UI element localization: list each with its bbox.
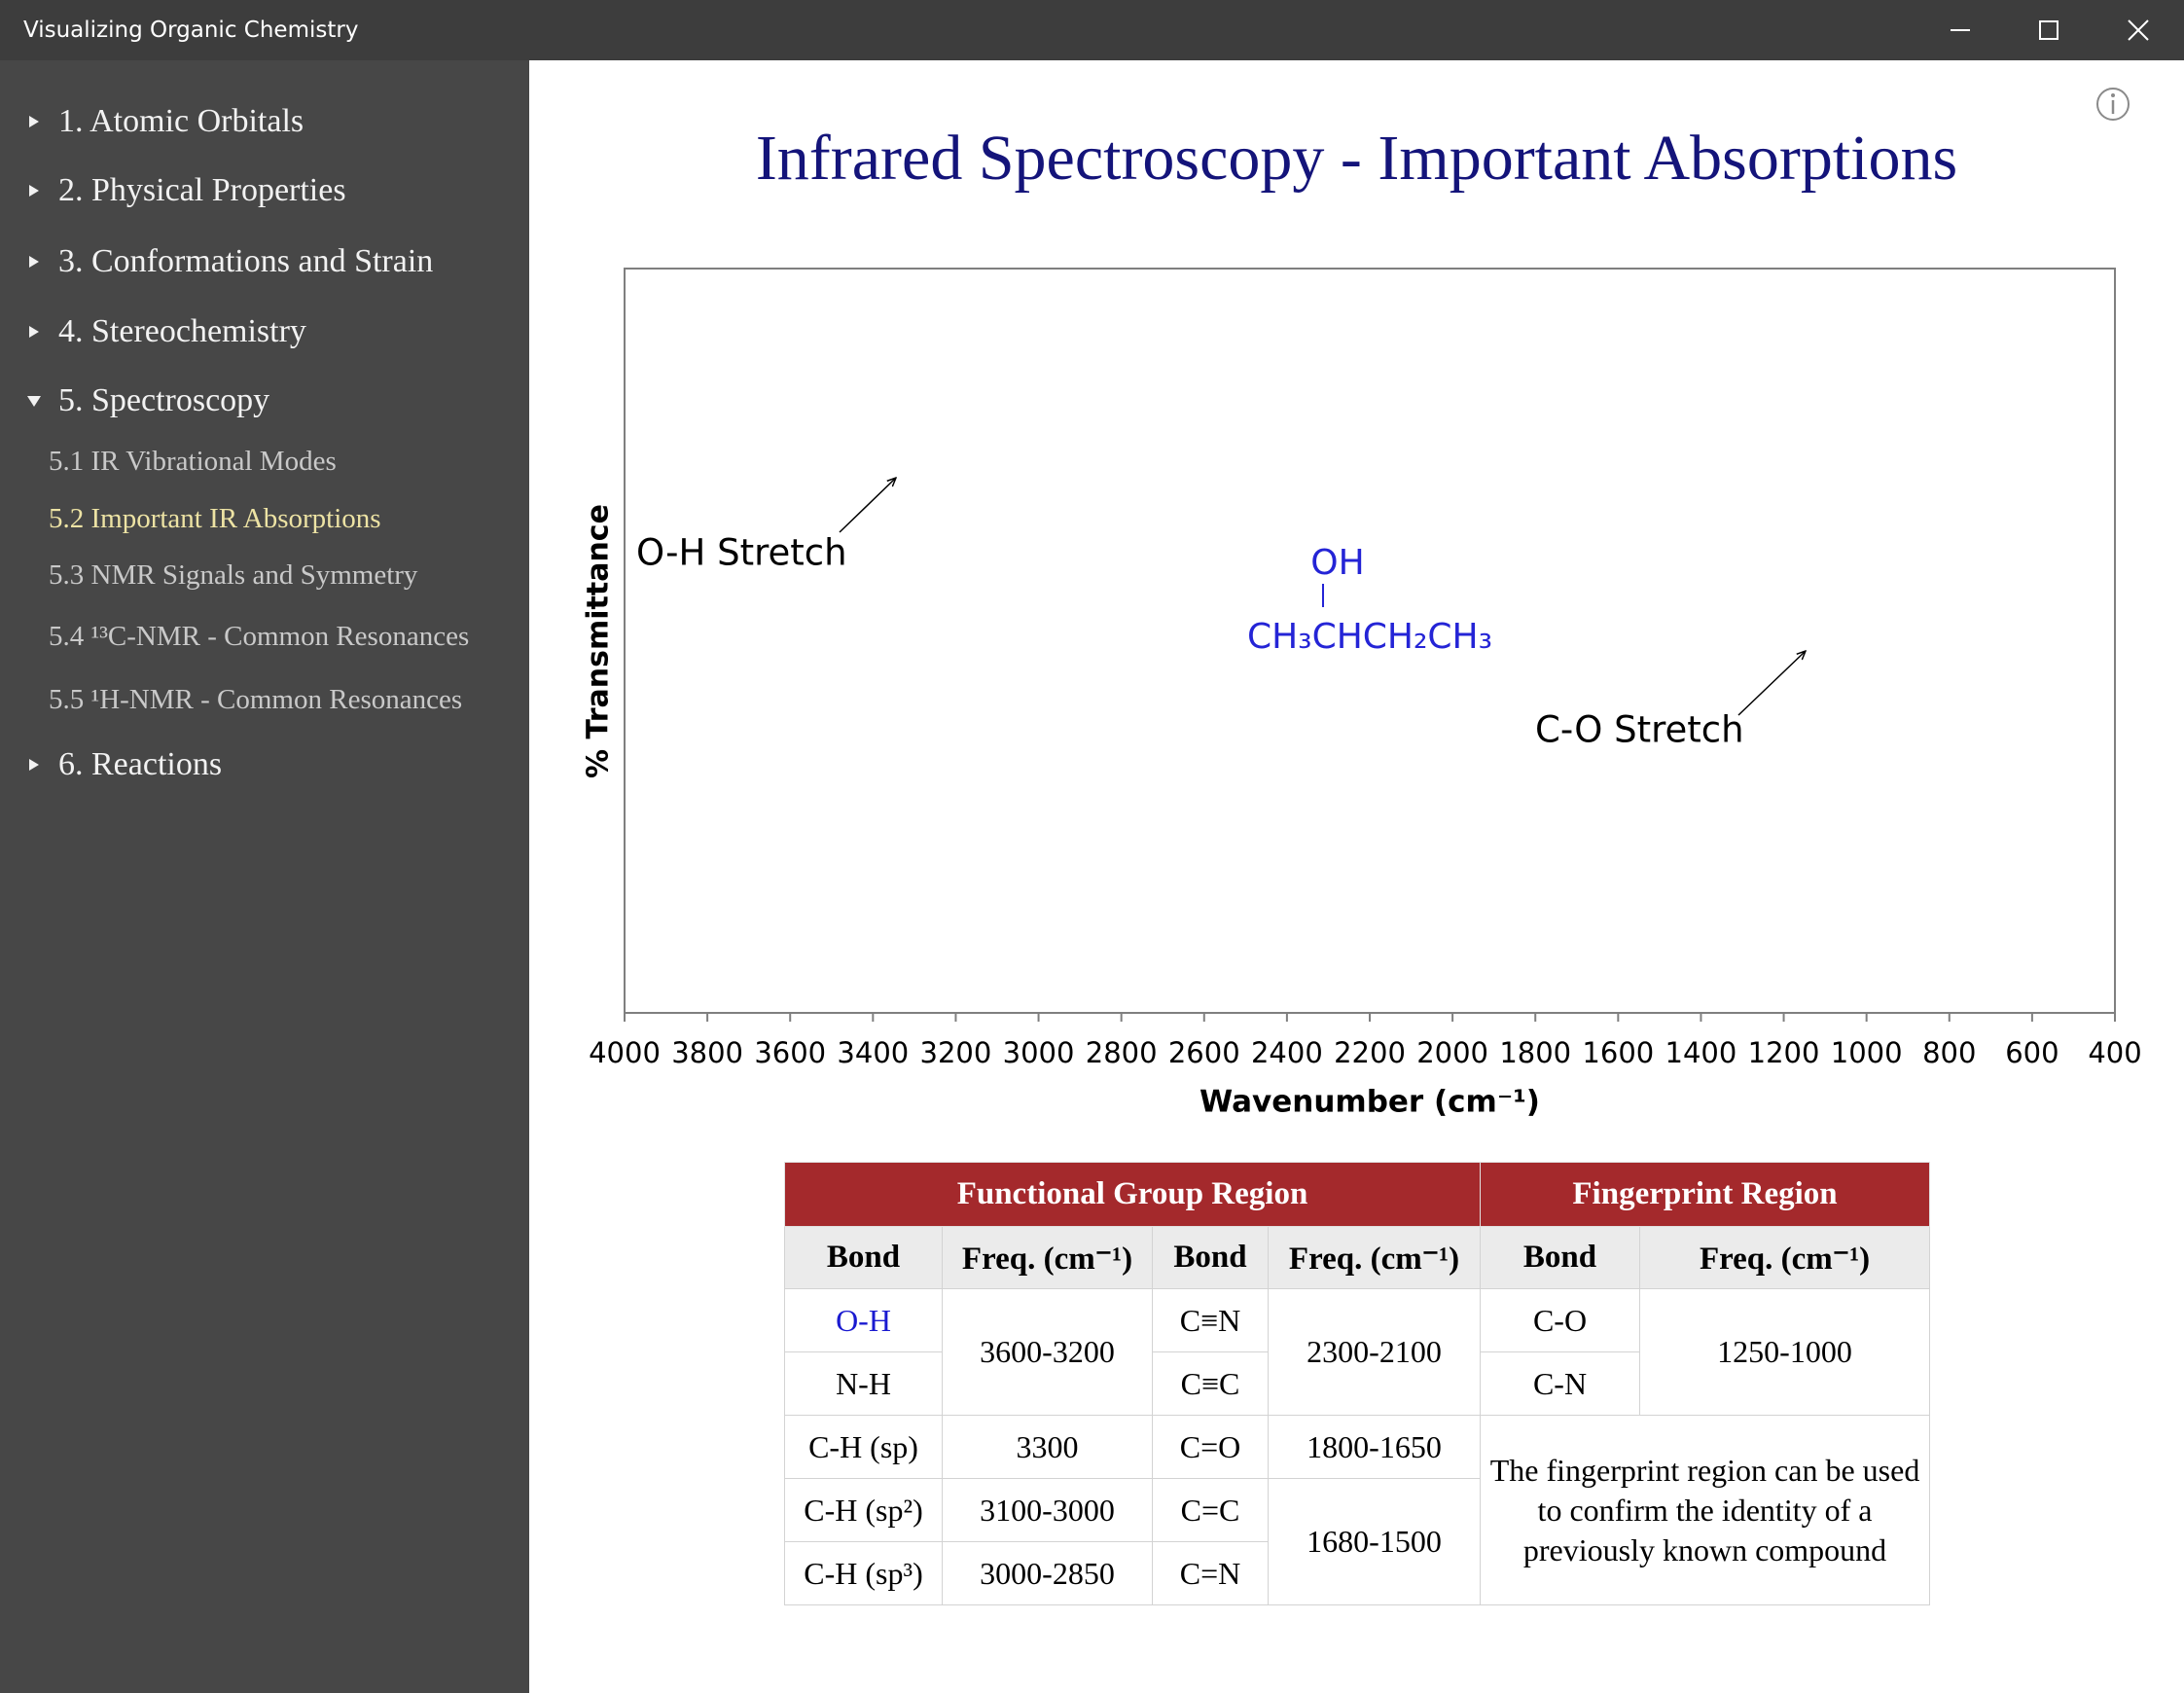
x-tick-label: 3200 [920,1036,992,1069]
nav-subsection[interactable]: 5.5 ¹H-NMR - Common Resonances [49,684,463,715]
table-cell: C-H (sp) [784,1415,943,1479]
x-tick-label: 2400 [1251,1036,1323,1069]
table-cell: 3100-3000 [942,1478,1153,1542]
x-tick-label: 800 [1922,1036,1976,1069]
window-controls [1951,19,2149,41]
annotation: C-O Stretch [1535,709,1744,751]
x-tick-label: 3800 [671,1036,743,1069]
nav-subsection[interactable]: 5.3 NMR Signals and Symmetry [49,559,418,591]
nav-section[interactable]: 2. Physical Properties [58,172,346,208]
table-cell: 2300-2100 [1268,1288,1481,1416]
table-cell: 3300 [942,1415,1153,1479]
x-tick-label: 3600 [754,1036,826,1069]
table-cell: O-H [784,1288,943,1352]
window-title: Visualizing Organic Chemistry [23,18,359,43]
annotation: O-H Stretch [636,532,847,574]
x-tick-label: 3400 [837,1036,909,1069]
info-button[interactable] [2096,88,2130,121]
nav-section[interactable]: 5. Spectroscopy [58,382,270,418]
molecule-label: CH₃CHCH₂CH₃ [1247,617,1492,657]
table-cell: 3600-3200 [942,1288,1153,1416]
sidebar: 1. Atomic Orbitals 2. Physical Propertie… [0,60,529,1693]
table-cell: C-N [1480,1351,1640,1416]
y-axis-label: % Transmittance [582,504,616,778]
collapse-icon [27,396,41,407]
x-tick-label: 4000 [589,1036,661,1069]
nav-section[interactable]: 6. Reactions [58,746,223,782]
expand-icon [29,759,39,771]
nav-subsection-selected[interactable]: 5.2 Important IR Absorptions [49,503,381,534]
x-tick-label: 1800 [1499,1036,1571,1069]
expand-icon [29,185,39,197]
column-header: Bond [1480,1226,1640,1289]
annotation-arrow [839,478,896,533]
column-header: Freq. (cm⁻¹) [1638,1226,1931,1289]
table-cell: N-H [784,1351,943,1416]
group-header: Functional Group Region [784,1162,1481,1227]
expand-icon [29,116,39,127]
column-header: Freq. (cm⁻¹) [942,1226,1153,1289]
x-tick-label: 1000 [1831,1036,1903,1069]
nav-subsection[interactable]: 5.4 ¹³C-NMR - Common Resonances [49,621,470,652]
x-tick-label: 400 [2088,1036,2141,1069]
nav-subsection[interactable]: 5.1 IR Vibrational Modes [49,446,337,477]
page-title: Infrared Spectroscopy - Important Absorp… [755,123,1958,194]
title-bar: Visualizing Organic Chemistry [0,0,2184,60]
x-tick-label: 600 [2005,1036,2059,1069]
nav-section[interactable]: 3. Conformations and Strain [58,243,434,279]
x-tick-label: 2200 [1334,1036,1406,1069]
expand-icon [29,326,39,338]
table-cell: C≡N [1152,1288,1269,1352]
table-cell: C=C [1152,1478,1269,1542]
table-note: The fingerprint region can be used to co… [1479,1415,1931,1605]
table-cell: C=N [1152,1541,1269,1605]
close-button[interactable] [2128,19,2149,41]
table-cell: C=O [1152,1415,1269,1479]
table-cell: C-H (sp³) [784,1541,943,1605]
absorption-table: Functional Group Region Fingerprint Regi… [784,1162,1931,1605]
table-cell: 3000-2850 [942,1541,1153,1605]
molecule-label: OH [1310,543,1364,583]
column-header: Bond [1152,1226,1269,1289]
annotation-arrow [1737,651,1806,716]
table-cell: 1680-1500 [1268,1478,1481,1605]
table-cell: 1800-1650 [1268,1415,1481,1479]
table-cell: C-O [1480,1288,1640,1352]
expand-icon [29,256,39,268]
table-cell: C-H (sp²) [784,1478,943,1542]
column-header: Bond [784,1226,943,1289]
maximize-button[interactable] [2039,20,2059,40]
table-cell: 1250-1000 [1638,1288,1931,1416]
x-tick-label: 2600 [1168,1036,1240,1069]
nav-section[interactable]: 1. Atomic Orbitals [58,103,304,139]
column-header: Freq. (cm⁻¹) [1268,1226,1481,1289]
x-tick-label: 2800 [1086,1036,1158,1069]
table-cell: C≡C [1152,1351,1269,1416]
x-tick-label: 1400 [1665,1036,1737,1069]
x-tick-label: 1200 [1748,1036,1820,1069]
x-axis-label: Wavenumber (cm⁻¹) [1199,1085,1540,1120]
nav-section[interactable]: 4. Stereochemistry [58,313,306,349]
x-tick-label: 2000 [1416,1036,1488,1069]
x-tick-label: 3000 [1003,1036,1075,1069]
group-header: Fingerprint Region [1479,1162,1931,1227]
x-tick-label: 1600 [1582,1036,1654,1069]
